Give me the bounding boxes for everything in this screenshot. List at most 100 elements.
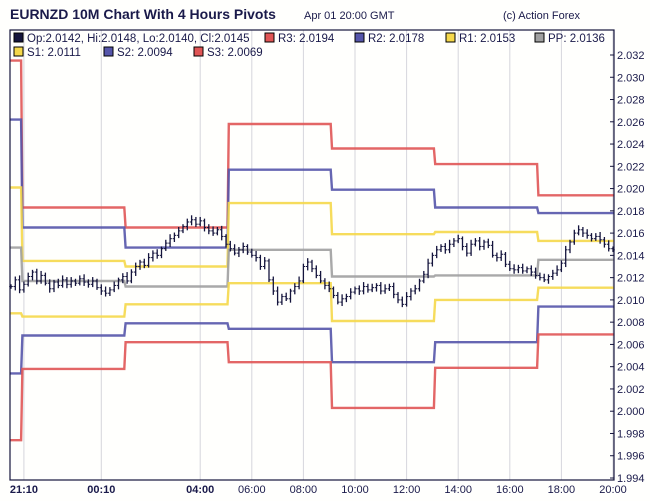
legend-item-r3: R3: 2.0194 <box>278 33 335 45</box>
ohlc-bar <box>396 292 400 304</box>
ohlc-bar <box>310 259 314 273</box>
y-tick-label: 2.022 <box>617 161 645 173</box>
ohlc-bar <box>383 284 387 294</box>
legend: Op:2.0142, Hi:2.0148, Lo:2.0140, Cl:2.01… <box>13 32 605 59</box>
legend-item-r2: R2: 2.0178 <box>368 33 424 45</box>
ohlc-bar <box>207 224 211 235</box>
ohlc-bar <box>417 278 422 292</box>
ohlc-bar <box>563 245 568 268</box>
ohlc-bar <box>284 292 288 302</box>
ohlc-bar <box>439 244 443 253</box>
ohlc-bar <box>546 274 551 284</box>
ohlc-bar <box>121 273 125 284</box>
ohlc-bar <box>542 273 546 283</box>
ohlc-bar <box>245 244 250 255</box>
y-tick-label: 2.032 <box>617 50 645 62</box>
ohlc-bar <box>456 234 460 244</box>
x-tick-label: 08:00 <box>290 484 318 496</box>
legend-item-s1: S1: 2.0111 <box>27 47 81 59</box>
x-axis: 21:10 00:10 04:00 06:00 08:00 10:00 12:00 14:00… <box>10 484 627 496</box>
y-tick-label: 1.996 <box>617 451 645 463</box>
ohlc-bar <box>301 263 306 284</box>
ohlc-bar <box>146 253 151 268</box>
ohlc-bar <box>520 263 525 274</box>
y-tick-label: 2.016 <box>617 228 645 240</box>
ohlc-bar <box>99 284 104 295</box>
ohlc-bar <box>224 234 228 248</box>
ohlc-bar <box>486 238 491 249</box>
x-tick-label: 21:10 <box>10 484 38 496</box>
ohlc-bar <box>379 282 383 295</box>
legend-swatch-r1 <box>445 32 456 43</box>
ohlc-bar <box>22 281 26 293</box>
x-tick-label: 16:00 <box>496 484 524 496</box>
ohlc-bar <box>460 236 465 251</box>
x-tick-label: 04:00 <box>186 484 214 496</box>
y-tick-label: 1.998 <box>617 428 645 440</box>
ohlc-bar <box>366 283 370 293</box>
ohlc-bar <box>56 278 61 289</box>
ohlc-bar <box>434 245 439 259</box>
y-tick-label: 2.028 <box>617 95 645 107</box>
legend-item-pp: PP: 2.0136 <box>548 33 605 45</box>
ohlc-bar <box>422 270 426 284</box>
x-tick-label: 18:00 <box>548 484 576 496</box>
ohlc-bar <box>86 279 91 288</box>
legend-swatch-pp <box>534 32 545 43</box>
ohlc-bar <box>39 270 43 284</box>
pivot-line-r3 <box>10 59 614 229</box>
ohlc-bar <box>516 264 521 274</box>
ohlc-bar <box>387 283 392 291</box>
legend-item-s2: S2: 2.0094 <box>117 47 173 59</box>
ohlc-bar <box>151 250 155 262</box>
ohlc-bar <box>297 276 301 290</box>
ohlc-bar <box>473 238 478 247</box>
ohlc-bar <box>164 239 168 251</box>
ohlc-bar <box>318 270 323 284</box>
ohlc-bar <box>69 277 73 288</box>
ohlc-bar <box>413 284 417 295</box>
legend-item-s3: S3: 2.0069 <box>207 47 263 59</box>
ohlc-bar <box>267 258 271 283</box>
ohlc-bar <box>606 240 611 252</box>
ohlc-bar <box>47 279 52 293</box>
ohlc-bar <box>125 272 129 284</box>
ohlc-bar <box>258 254 263 270</box>
ohlc-bar <box>533 267 538 279</box>
chart-timestamp: Apr 01 20:00 GMT <box>304 10 395 22</box>
ohlc-bar <box>60 275 65 288</box>
ohlc-bar <box>172 232 177 243</box>
ohlc-bar <box>477 237 482 251</box>
ohlc-bar <box>589 233 594 242</box>
ohlc-bar <box>327 281 331 293</box>
ohlc-bar <box>499 250 503 261</box>
ohlc-bar <box>262 257 267 270</box>
legend-item-r1: R1: 2.0153 <box>459 33 515 45</box>
ohlc-bar <box>198 216 202 227</box>
ohlc-bar <box>305 258 310 271</box>
chart-title: EURNZD 10M Chart With 4 Hours Pivots <box>10 6 276 22</box>
y-tick-label: 2.000 <box>617 406 645 418</box>
ohlc-bar <box>43 272 48 286</box>
legend-swatch-s1 <box>13 46 24 57</box>
pivot-lines <box>10 59 614 442</box>
ohlc-bar <box>176 226 181 239</box>
ohlc-bar <box>288 288 293 303</box>
ohlc-bar <box>512 264 516 274</box>
ohlc-bar <box>447 239 452 254</box>
ohlc-bar <box>336 292 340 305</box>
ohlc-bar <box>30 269 35 281</box>
ohlc-bar <box>576 225 581 236</box>
y-tick-label: 2.002 <box>617 384 645 396</box>
legend-swatch-price <box>13 32 24 43</box>
ohlc-bar <box>525 266 529 274</box>
x-tick-label: 20:00 <box>599 484 627 496</box>
ohlc-bar <box>112 281 116 293</box>
price-bars <box>9 215 615 308</box>
ohlc-bar <box>361 282 366 295</box>
y-tick-label: 1.994 <box>617 473 645 485</box>
ohlc-bar <box>503 252 508 268</box>
y-tick-label: 2.012 <box>617 273 645 285</box>
ohlc-bar <box>280 293 284 305</box>
